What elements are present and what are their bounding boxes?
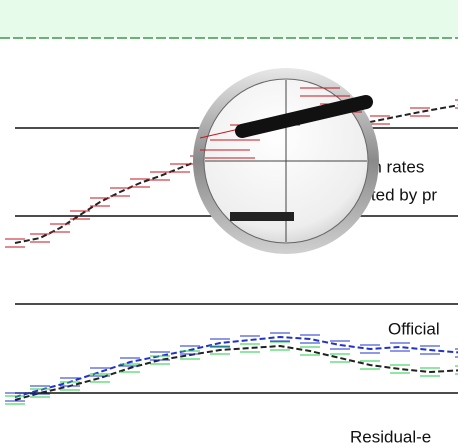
magnified-curve [235, 95, 373, 138]
label: Official [388, 319, 440, 338]
lower-curve-blue [14, 335, 458, 398]
label: Residual-e [350, 427, 431, 446]
lower-curve-green [14, 344, 458, 401]
magnified-rule [230, 212, 294, 221]
magnifier [193, 68, 379, 254]
header-band [0, 0, 458, 38]
